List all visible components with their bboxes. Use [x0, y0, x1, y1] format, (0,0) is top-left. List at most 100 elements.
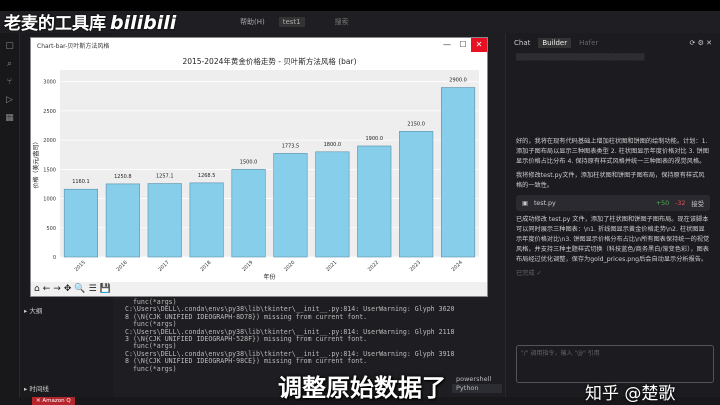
bar [63, 188, 99, 258]
y-tick-label: 1500 [43, 167, 56, 173]
terminal-line: C:\Users\DELL\.conda\envs\py38\lib\tkint… [125, 327, 455, 336]
y-tick-label: 500 [46, 226, 56, 232]
zhihu-watermark: 知乎 @楚歌 [585, 384, 676, 404]
activity-bar: ▢ ⌕ ⑂ ▷ ▦ [0, 33, 20, 397]
data-label: 1160.1 [72, 179, 90, 185]
bar [440, 87, 476, 258]
bar [399, 131, 434, 258]
y-tick-label: 1000 [43, 197, 56, 203]
tab-builder[interactable]: Builder [538, 38, 572, 48]
terminal-line: func(*args) [125, 364, 177, 373]
configure-icon[interactable]: ☰ [88, 284, 97, 294]
lines-added: +50 [655, 199, 670, 207]
y-axis-label: 价格（美元/盎司） [32, 138, 40, 188]
bar [231, 169, 266, 258]
video-letterbox [0, 0, 720, 11]
window-titlebar: Chart-bar-贝叶斯方法风格 — ☐ ✕ [31, 38, 487, 52]
data-label: 1268.5 [198, 173, 216, 179]
done-status: 已完成 ✓ [516, 270, 542, 277]
terminal-line: 8 (\N{CJK UNIFIED IDEOGRAPH-8D78}) missi… [125, 312, 368, 321]
x-tick-label: 2024 [451, 260, 464, 273]
data-label: 1900.0 [366, 136, 384, 142]
debug-icon[interactable]: ▷ [6, 95, 13, 105]
x-tick-label: 2015 [74, 260, 87, 273]
status-bar [0, 397, 720, 405]
timeline-label: 时间线 [29, 385, 49, 393]
back-icon[interactable]: ← [42, 284, 51, 294]
menu-help[interactable]: 帮助(H) [240, 18, 265, 26]
terminal-line: C:\Users\DELL\.conda\envs\py38\lib\tkint… [125, 305, 455, 314]
x-tick-label: 2022 [367, 260, 380, 273]
bar [273, 153, 308, 258]
window-title: Chart-bar-贝叶斯方法风格 [37, 42, 110, 50]
save-icon[interactable]: 💾 [99, 284, 111, 294]
accept-button[interactable]: 接受 [691, 200, 704, 208]
amazon-q-status[interactable]: ✕ Amazon Q [32, 397, 75, 405]
zoom-icon[interactable]: 🔍 [74, 284, 86, 294]
chat-plan: 好的，我将在现有代码基础上增加柱状图和饼图的绘制功能。计划：1. 添加子图布局以… [516, 138, 709, 165]
y-tick-label: 2500 [43, 109, 56, 115]
minimize-button[interactable]: — [443, 40, 451, 49]
x-tick-label: 2020 [283, 260, 296, 273]
data-label: 1500.0 [240, 159, 257, 165]
maximize-button[interactable]: ☐ [459, 40, 467, 49]
ai-chat-panel: Chat Builder Hafer ⟳ ⚙ ✕ ▒▒▒▒▒▒▒▒▒▒▒▒▒▒▒… [505, 33, 720, 397]
tab-chat[interactable]: Chat [514, 39, 531, 47]
lines-removed: -32 [675, 199, 686, 207]
chat-intent: 我将修改test.py文件，添加柱状图和饼图子图布局，保持原有样式风格的一致性。 [516, 172, 705, 189]
source-control-icon[interactable]: ⑂ [6, 77, 13, 87]
data-label: 1800.0 [324, 142, 342, 148]
terminal-session[interactable]: Python [452, 384, 502, 393]
terminal-session[interactable]: powershell [456, 375, 492, 383]
terminal-list: powershell Python [452, 375, 502, 393]
extensions-icon[interactable]: ▦ [5, 113, 14, 123]
sidebar-outline[interactable]: ▸ 大纲 [24, 307, 43, 315]
bilibili-logo: bilibili [110, 12, 177, 34]
y-tick-label: 3000 [43, 80, 56, 86]
bar-chart: 2015-2024年黄金价格走势 - 贝叶斯方法风格 (bar) 0 500 1000… [32, 56, 479, 281]
data-label: 2150.0 [407, 121, 425, 127]
previous-messages: ▒▒▒▒▒▒▒▒▒▒▒▒▒▒▒▒▒▒▒▒▒▒▒▒▒▒▒ [516, 54, 645, 61]
terminal-line: 3 (\N{CJK UNIFIED IDEOGRAPH-528F}) missi… [125, 335, 368, 344]
sidebar-timeline[interactable]: ▸ 时间线 [24, 385, 49, 393]
bar [189, 182, 224, 258]
file-change-chip[interactable]: ▣ test.py +50 -32 接受 [516, 195, 710, 211]
bar [315, 151, 350, 258]
chat-result: 已成功修改 test.py 文件，添加了柱状图和饼图子图布局。现在该脚本可以同时… [516, 216, 710, 263]
y-tick-label: 0 [53, 255, 56, 261]
project-tab[interactable]: test1 [278, 17, 305, 27]
pan-icon[interactable]: ✥ [63, 284, 72, 294]
history-icon[interactable]: ⟳ ⚙ ✕ [689, 39, 712, 47]
search-icon[interactable]: ⌕ [6, 59, 13, 69]
x-tick-label: 2019 [241, 260, 254, 273]
tab-hafer[interactable]: Hafer [579, 39, 599, 47]
data-label: 1257.1 [156, 174, 174, 180]
bar [357, 145, 392, 258]
terminal-line: C:\Users\DELL\.conda\envs\py38\lib\tkint… [125, 349, 455, 358]
bar [105, 183, 140, 258]
x-tick-label: 2018 [199, 260, 212, 273]
forward-icon[interactable]: → [53, 284, 61, 294]
file-icon: ▣ [522, 199, 528, 207]
close-button[interactable]: ✕ [471, 38, 487, 52]
home-icon[interactable]: ⌂ [34, 284, 40, 294]
terminal-line: func(*args) [125, 298, 177, 306]
chat-input[interactable]: "/" 调用指令，输入 "@" 引用 [516, 345, 714, 383]
outline-label: 大纲 [29, 307, 43, 315]
terminal-line: func(*args) [125, 320, 177, 329]
plot-toolbar: ⌂ ← → ✥ 🔍 ☰ 💾 [31, 282, 487, 296]
bar [147, 183, 182, 258]
video-subtitle: 调整原始数据了 [278, 374, 446, 402]
x-tick-label: 2016 [116, 260, 129, 273]
x-tick-label: 2021 [325, 260, 338, 273]
y-tick-label: 2000 [43, 138, 56, 144]
terminal-line: 8 (\N{CJK UNIFIED IDEOGRAPH-98CE}) missi… [125, 357, 368, 366]
explorer-icon[interactable]: ▢ [5, 41, 14, 51]
data-label: 1773.5 [282, 143, 300, 149]
search-box[interactable]: 搜索 [334, 18, 349, 26]
terminal-line: func(*args) [125, 342, 177, 351]
x-axis-label: 年份 [263, 273, 275, 281]
data-label: 2900.0 [449, 78, 467, 84]
x-tick-label: 2023 [409, 260, 422, 273]
terminal-output[interactable]: func(*args) C:\Users\DELL\.conda\envs\py3… [115, 297, 455, 375]
